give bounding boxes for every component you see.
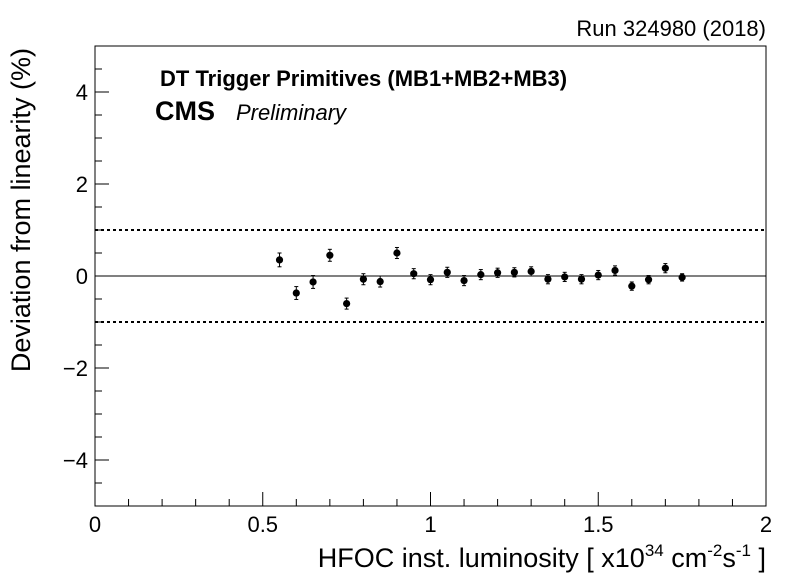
x-tick-label: 1: [424, 512, 436, 537]
data-point-group: [460, 275, 468, 287]
data-point: [275, 256, 284, 264]
y-tick-label: −4: [63, 448, 88, 473]
data-point-group: [561, 271, 569, 283]
y-tick-label: −2: [63, 356, 88, 381]
y-tick-label: 2: [76, 172, 88, 197]
data-point: [343, 300, 351, 308]
x-axis-title-exp3: -1: [736, 541, 751, 560]
x-tick-label: 0: [89, 512, 101, 537]
data-point-group: [527, 266, 535, 277]
data-point: [577, 275, 586, 283]
x-axis-tick-labels: 0 0.5 1 1.5 2: [89, 512, 772, 537]
data-point: [460, 277, 468, 285]
data-point: [678, 273, 686, 281]
data-point-group: [544, 274, 552, 285]
x-tick-label: 1.5: [583, 512, 614, 537]
data-point-group: [326, 248, 334, 262]
data-point: [477, 271, 485, 279]
x-axis-title-mid: cm: [664, 543, 708, 573]
data-point: [309, 278, 317, 286]
run-label: Run 324980 (2018): [576, 16, 766, 41]
chart-title: DT Trigger Primitives (MB1+MB2+MB3): [160, 66, 567, 91]
data-point-group: [577, 274, 586, 285]
data-point-group: [275, 252, 284, 268]
data-point-group: [494, 267, 502, 278]
data-point-group: [359, 273, 367, 286]
data-point-group: [410, 268, 418, 280]
data-point-group: [393, 246, 401, 260]
data-point: [410, 270, 418, 278]
data-point-group: [594, 269, 602, 281]
x-axis-title-prefix: HFOC inst. luminosity [ x10: [318, 543, 645, 573]
data-point-group: [611, 265, 619, 276]
data-point: [359, 275, 367, 283]
y-axis-tick-labels: −4 −2 0 2 4: [63, 80, 88, 473]
y-tick-label: 0: [76, 264, 88, 289]
y-tick-label: 4: [76, 80, 88, 105]
data-point: [494, 269, 502, 277]
cms-label: CMS: [155, 96, 215, 126]
data-point: [443, 268, 451, 276]
data-point-group: [343, 297, 351, 310]
data-point-group: [292, 286, 300, 300]
data-point-group: [644, 275, 653, 285]
x-tick-label: 0.5: [247, 512, 278, 537]
data-point-group: [426, 274, 435, 286]
data-point: [527, 267, 535, 275]
x-axis-title-exp1: 34: [645, 541, 664, 560]
data-point: [393, 249, 401, 257]
data-point: [594, 271, 602, 279]
data-point-group: [309, 275, 317, 289]
data-point: [376, 277, 384, 286]
x-axis-title-suffix: ]: [751, 543, 766, 573]
data-point-group: [678, 273, 686, 282]
x-axis-ticks: [94, 492, 767, 506]
data-point: [561, 273, 569, 281]
data-points: [275, 246, 686, 310]
data-point: [426, 276, 435, 284]
data-point-group: [661, 263, 669, 274]
y-axis-title: Deviation from linearity (%): [6, 48, 36, 372]
data-point: [628, 282, 636, 290]
data-point: [326, 251, 334, 259]
data-point: [611, 266, 619, 275]
x-tick-label: 2: [760, 512, 772, 537]
y-axis-ticks: [95, 45, 109, 507]
data-point-group: [376, 275, 384, 288]
x-axis-title-s: s: [722, 543, 736, 573]
preliminary-label: Preliminary: [236, 100, 348, 125]
data-point: [510, 268, 518, 276]
data-point-group: [628, 281, 636, 291]
data-point: [644, 276, 653, 284]
x-axis-title: HFOC inst. luminosity [ x1034 cm-2s-1 ]: [318, 541, 766, 573]
data-point: [292, 289, 300, 297]
data-point-group: [510, 267, 518, 278]
data-point: [544, 275, 552, 283]
data-point-group: [443, 266, 451, 278]
data-point: [661, 264, 669, 272]
x-axis-title-exp2: -2: [707, 541, 722, 560]
data-point-group: [477, 269, 485, 281]
